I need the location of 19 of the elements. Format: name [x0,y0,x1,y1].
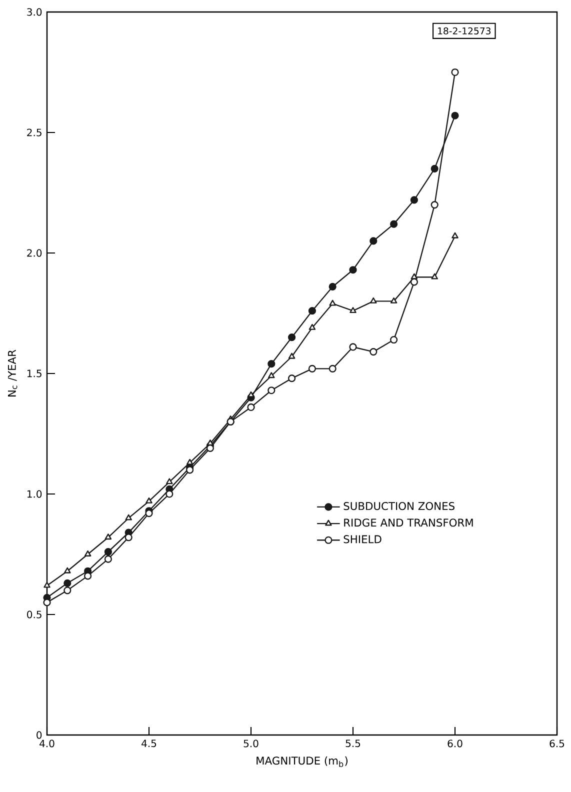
legend-label: SHIELD [344,535,382,544]
x-axis-title: MAGNITUDE (m$_{b}$) [256,756,348,768]
y-tick-label: 0.5 [27,610,42,618]
y-tick-label: 1.0 [27,490,42,498]
y-tick-label: 2.0 [27,249,42,257]
y-axis-title: N$_{c}$ /YEAR [8,350,18,396]
x-tick-label: 6.5 [550,740,564,748]
y-tick-label: 2.5 [27,128,42,136]
y-tick-label: 1.5 [27,370,42,378]
y-tick-label: 0 [36,731,42,739]
legend-label: SUBDUCTION ZONES [344,502,454,510]
x-tick-label: 4.0 [40,740,54,748]
legend-label: RIDGE AND TRANSFORM [344,518,473,527]
x-tick-label: 5.0 [244,740,258,748]
y-tick-label: 3.0 [27,8,42,16]
x-tick-label: 4.5 [142,740,156,748]
x-tick-label: 6.0 [448,740,462,748]
annotation: 18-2-12573 [438,27,491,34]
x-tick-label: 5.5 [346,740,360,748]
